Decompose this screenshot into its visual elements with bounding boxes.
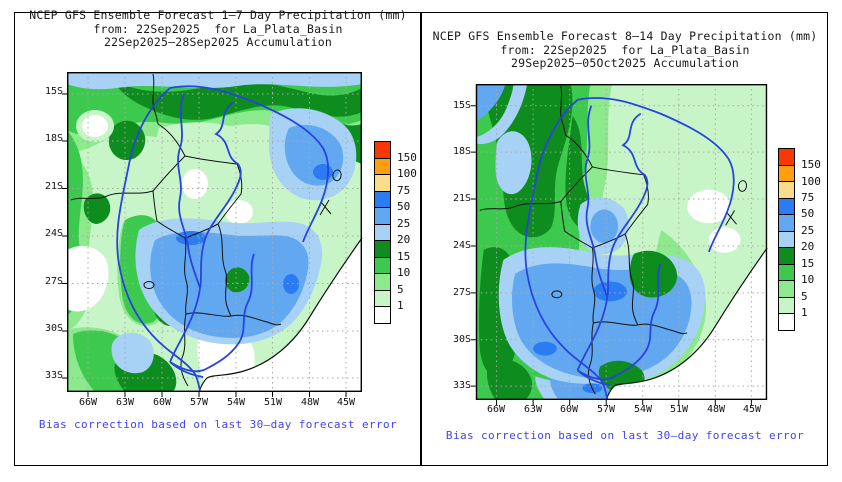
lon-label: 63W [523,404,543,415]
colorbar-swatch [778,164,795,182]
panel-title-week2: NCEP GFS Ensemble Forecast 8–14 Day Prec… [423,29,827,71]
colorbar-swatch [778,296,795,314]
lon-label: 66W [486,404,506,415]
colorbar-label: 1 [397,299,404,312]
lat-label: 33S [44,370,63,381]
lon-label: 54W [633,404,653,415]
lon-label: 45W [742,404,762,415]
colorbar-swatch [374,223,391,241]
colorbar-swatch [778,214,795,232]
colorbar-swatch [374,157,391,175]
lat-label: 30S [452,334,471,345]
colorbar-swatch [374,256,391,274]
lon-label: 57W [596,404,616,415]
colorbar-label: 10 [801,273,815,286]
colorbar-swatch [778,280,795,298]
lon-label: 57W [189,397,209,408]
title-line3: 29Sep2025–05Oct2025 Accumulation [511,56,739,70]
title-line3: 22Sep2025–28Sep2025 Accumulation [104,35,332,49]
colorbar-swatch [778,263,795,281]
colorbar-label: 150 [397,151,417,164]
title-line1: NCEP GFS Ensemble Forecast 1–7 Day Preci… [29,8,407,22]
colorbar-week1 [374,141,391,324]
lon-label: 45W [336,397,356,408]
lon-label: 63W [115,397,135,408]
title-line2: from: 22Sep2025 for La_Plata_Basin [500,42,750,57]
panel-divider [420,12,422,466]
colorbar-swatch [374,289,391,307]
colorbar-label: 5 [801,290,808,303]
lat-label: 30S [44,323,63,334]
lon-label: 51W [263,397,283,408]
lon-label: 51W [669,404,689,415]
colorbar-swatch [374,306,391,324]
colorbar-label: 150 [801,158,821,171]
lat-label: 21S [44,181,63,192]
lat-label: 18S [452,146,471,157]
lon-label: 60W [559,404,579,415]
colorbar-label: 25 [801,224,815,237]
lon-label: 66W [78,397,98,408]
colorbar-swatch [778,230,795,248]
colorbar-swatch [778,197,795,215]
colorbar-label: 15 [397,250,411,263]
colorbar-swatch [374,174,391,192]
lat-label: 27S [44,276,63,287]
colorbar-label: 20 [397,233,411,246]
colorbar-swatch [374,240,391,258]
colorbar-swatch [778,148,795,166]
lat-label: 15S [44,86,63,97]
colorbar-label: 10 [397,266,411,279]
colorbar-label: 20 [801,240,815,253]
colorbar-label: 75 [397,184,411,197]
precip-map-1-7day [61,71,363,398]
lon-label: 48W [300,397,320,408]
colorbar-label: 100 [801,175,821,188]
lat-label: 15S [452,100,471,111]
colorbar-week2 [778,148,795,331]
colorbar-label: 1 [801,306,808,319]
lon-label: 60W [152,397,172,408]
colorbar-label: 15 [801,257,815,270]
lon-label: 54W [226,397,246,408]
lat-label: 18S [44,133,63,144]
colorbar-swatch [374,207,391,225]
precip-map-8-14day [470,83,769,406]
lat-label: 24S [452,240,471,251]
colorbar-swatch [778,247,795,265]
colorbar-swatch [778,313,795,331]
colorbar-swatch [374,190,391,208]
lat-label: 33S [452,380,471,391]
lat-label: 21S [452,193,471,204]
title-line1: NCEP GFS Ensemble Forecast 8–14 Day Prec… [432,29,818,43]
colorbar-label: 25 [397,217,411,230]
lat-label: 27S [452,287,471,298]
colorbar-label: 50 [397,200,411,213]
colorbar-label: 5 [397,283,404,296]
title-line2: from: 22Sep2025 for La_Plata_Basin [93,21,343,36]
panel-title-week1: NCEP GFS Ensemble Forecast 1–7 Day Preci… [16,8,420,50]
colorbar-swatch [374,273,391,291]
colorbar-label: 100 [397,167,417,180]
colorbar-label: 75 [801,191,815,204]
lat-label: 24S [44,228,63,239]
lon-label: 48W [706,404,726,415]
bias-caption-week2: Bias correction based on last 30–day for… [445,429,805,442]
colorbar-label: 50 [801,207,815,220]
colorbar-swatch [778,181,795,199]
colorbar-swatch [374,141,391,159]
bias-caption-week1: Bias correction based on last 30–day for… [38,418,398,431]
